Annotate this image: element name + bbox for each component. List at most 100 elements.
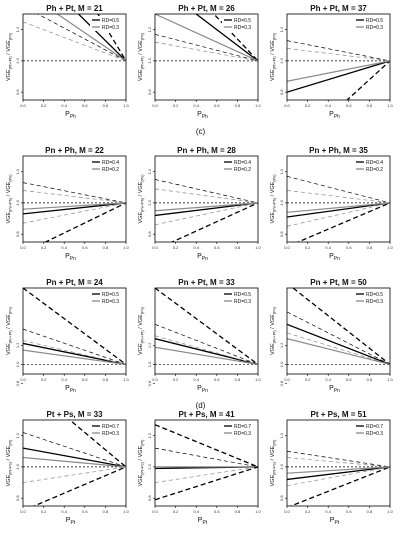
legend-label-1: RD=0.7 bbox=[102, 424, 119, 430]
series-line-5 bbox=[23, 21, 126, 62]
y-label-sub2: (Pn) bbox=[141, 174, 145, 182]
y-label-main: VGE bbox=[138, 474, 144, 486]
series-group bbox=[287, 450, 390, 506]
y-axis-label: VGE(Ph+Pt) / VGE(Ph) bbox=[138, 32, 145, 81]
y-label-main: VGE bbox=[270, 212, 276, 224]
series-line-1 bbox=[77, 14, 126, 62]
series-line-2 bbox=[346, 60, 390, 100]
series-line-6 bbox=[287, 202, 390, 227]
panel-title: Pn + Pt, M = 33 bbox=[178, 278, 235, 287]
y-label-sep: / VGE bbox=[138, 314, 144, 331]
panel-8: Pn + Pt, M = 33 0.0 0.2 0.4 0.6 0.8 1.0 0.8 1.0 1… bbox=[138, 278, 262, 394]
y-label-sep: / VGE bbox=[270, 445, 276, 462]
y-axis-label: VGE(Pt+Ps) / VGE(Pt) bbox=[270, 439, 277, 486]
series-line-1 bbox=[155, 202, 258, 217]
y-tick-label: 1.0 bbox=[147, 361, 152, 367]
legend-label-1: RD=0.7 bbox=[366, 424, 383, 430]
legend-label-1: RD=0.7 bbox=[234, 424, 251, 430]
y-label-main: VGE bbox=[138, 69, 144, 81]
y-tick-label: 1.0 bbox=[279, 361, 284, 367]
series-line-4 bbox=[155, 14, 258, 62]
legend-label-1: RD=0.5 bbox=[234, 18, 251, 24]
legend-label-2: RD=0.3 bbox=[234, 431, 251, 437]
series-group bbox=[155, 288, 258, 366]
x-axis-label-sub: Ph bbox=[202, 114, 208, 120]
x-tick-label: 0.6 bbox=[82, 377, 88, 382]
series-line-5 bbox=[155, 466, 258, 483]
series-line-5 bbox=[155, 335, 258, 365]
y-tick-label: 1.0 bbox=[15, 199, 20, 205]
y-label-sub2: (Pn) bbox=[9, 174, 13, 182]
plot-frame bbox=[154, 155, 259, 243]
y-label-sub1: (Pn+Pt) bbox=[273, 330, 277, 344]
y-tick-label: 0.8 bbox=[15, 231, 20, 237]
x-tick-label: 0.0 bbox=[284, 509, 290, 514]
legend-label-2: RD=0.3 bbox=[234, 25, 251, 31]
panel-title: Pn + Ph, M = 35 bbox=[309, 146, 368, 155]
y-tick-label: 0.8 bbox=[15, 380, 20, 386]
x-axis-label: PPt bbox=[330, 517, 340, 526]
x-tick-label: 1.0 bbox=[123, 377, 129, 382]
panel-title: Pn + Ph, M = 22 bbox=[45, 146, 104, 155]
series-line-4 bbox=[287, 338, 390, 366]
series-line-4 bbox=[23, 349, 126, 366]
x-tick-label: 0.4 bbox=[325, 103, 331, 108]
y-label-sep: / VGE bbox=[138, 181, 144, 198]
y-tick-label: 1.0 bbox=[147, 57, 152, 63]
y-label-sub1: (Pn+Ph) bbox=[141, 197, 145, 212]
y-label-sub2: (Ph) bbox=[273, 32, 277, 40]
x-tick-label: 0.8 bbox=[367, 377, 373, 382]
series-line-5 bbox=[155, 41, 258, 62]
y-tick-label: 1.2 bbox=[147, 168, 152, 174]
legend-label-1: RD=0.5 bbox=[102, 292, 119, 298]
x-tick-label: 1.0 bbox=[255, 103, 261, 108]
series-line-3 bbox=[36, 14, 126, 62]
panel-5: Pn + Ph, M = 28 0.0 0.2 0.4 0.6 0.8 1.0 0.8 1.0 1… bbox=[138, 146, 262, 262]
x-tick-label: 0.8 bbox=[103, 103, 109, 108]
y-axis-label: VGE(Pn+Pt) / VGE(Pn) bbox=[270, 306, 277, 355]
panel-4: Pn + Ph, M = 22 0.0 0.2 0.4 0.6 0.8 1.0 0.8 1.0 1… bbox=[6, 146, 130, 262]
y-tick-label: 1.0 bbox=[15, 57, 20, 63]
x-axis-label: PPh bbox=[197, 111, 208, 120]
series-line-1 bbox=[23, 447, 126, 468]
y-label-sep: / VGE bbox=[6, 314, 12, 331]
x-tick-label: 1.0 bbox=[387, 103, 393, 108]
y-tick-label: 0.8 bbox=[15, 495, 20, 501]
y-label-main: VGE bbox=[270, 69, 276, 81]
legend-label-2: RD=0.3 bbox=[102, 431, 119, 437]
y-tick-label: 1.2 bbox=[15, 432, 20, 438]
x-axis-label: PPn bbox=[65, 385, 76, 394]
x-tick-label: 0.0 bbox=[152, 377, 158, 382]
series-line-2 bbox=[296, 202, 390, 242]
plot-frame bbox=[22, 13, 127, 101]
legend-label-1: RD=0.4 bbox=[366, 160, 383, 166]
series-line-3 bbox=[287, 450, 390, 468]
x-tick-label: 0.8 bbox=[367, 103, 373, 108]
x-axis-label: PPh bbox=[329, 111, 340, 120]
x-tick-label: 0.6 bbox=[82, 103, 88, 108]
y-tick-label: 1.0 bbox=[279, 57, 284, 63]
series-group bbox=[155, 424, 258, 501]
y-label-sub1: (Pt+Ps) bbox=[141, 461, 145, 475]
y-tick-label: 0.8 bbox=[279, 231, 284, 237]
panel-11: Pt + Ps, M = 41 0.0 0.2 0.4 0.6 0.8 1.0 0.8 1.0 1… bbox=[138, 410, 262, 526]
y-label-sub2: (Pt) bbox=[141, 439, 145, 446]
panel-title: Pn + Ph, M = 28 bbox=[177, 146, 236, 155]
series-line-6 bbox=[23, 202, 126, 224]
x-tick-label: 0.8 bbox=[235, 245, 241, 250]
x-tick-label: 1.0 bbox=[123, 509, 129, 514]
x-tick-label: 0.2 bbox=[305, 377, 311, 382]
x-axis-label-sub: Pn bbox=[202, 256, 208, 262]
x-tick-label: 0.8 bbox=[235, 377, 241, 382]
legend-label-2: RD=0.3 bbox=[234, 299, 251, 305]
series-line-6 bbox=[287, 466, 390, 487]
x-axis-label-sub: Pn bbox=[70, 256, 76, 262]
y-tick-label: 1.2 bbox=[279, 168, 284, 174]
series-line-2 bbox=[155, 288, 258, 365]
x-tick-label: 0.0 bbox=[152, 509, 158, 514]
series-line-2 bbox=[44, 202, 126, 242]
y-tick-label: 1.2 bbox=[147, 342, 152, 348]
x-tick-label: 0.2 bbox=[305, 245, 311, 250]
series-line-3 bbox=[287, 311, 390, 365]
series-line-2 bbox=[23, 288, 126, 365]
